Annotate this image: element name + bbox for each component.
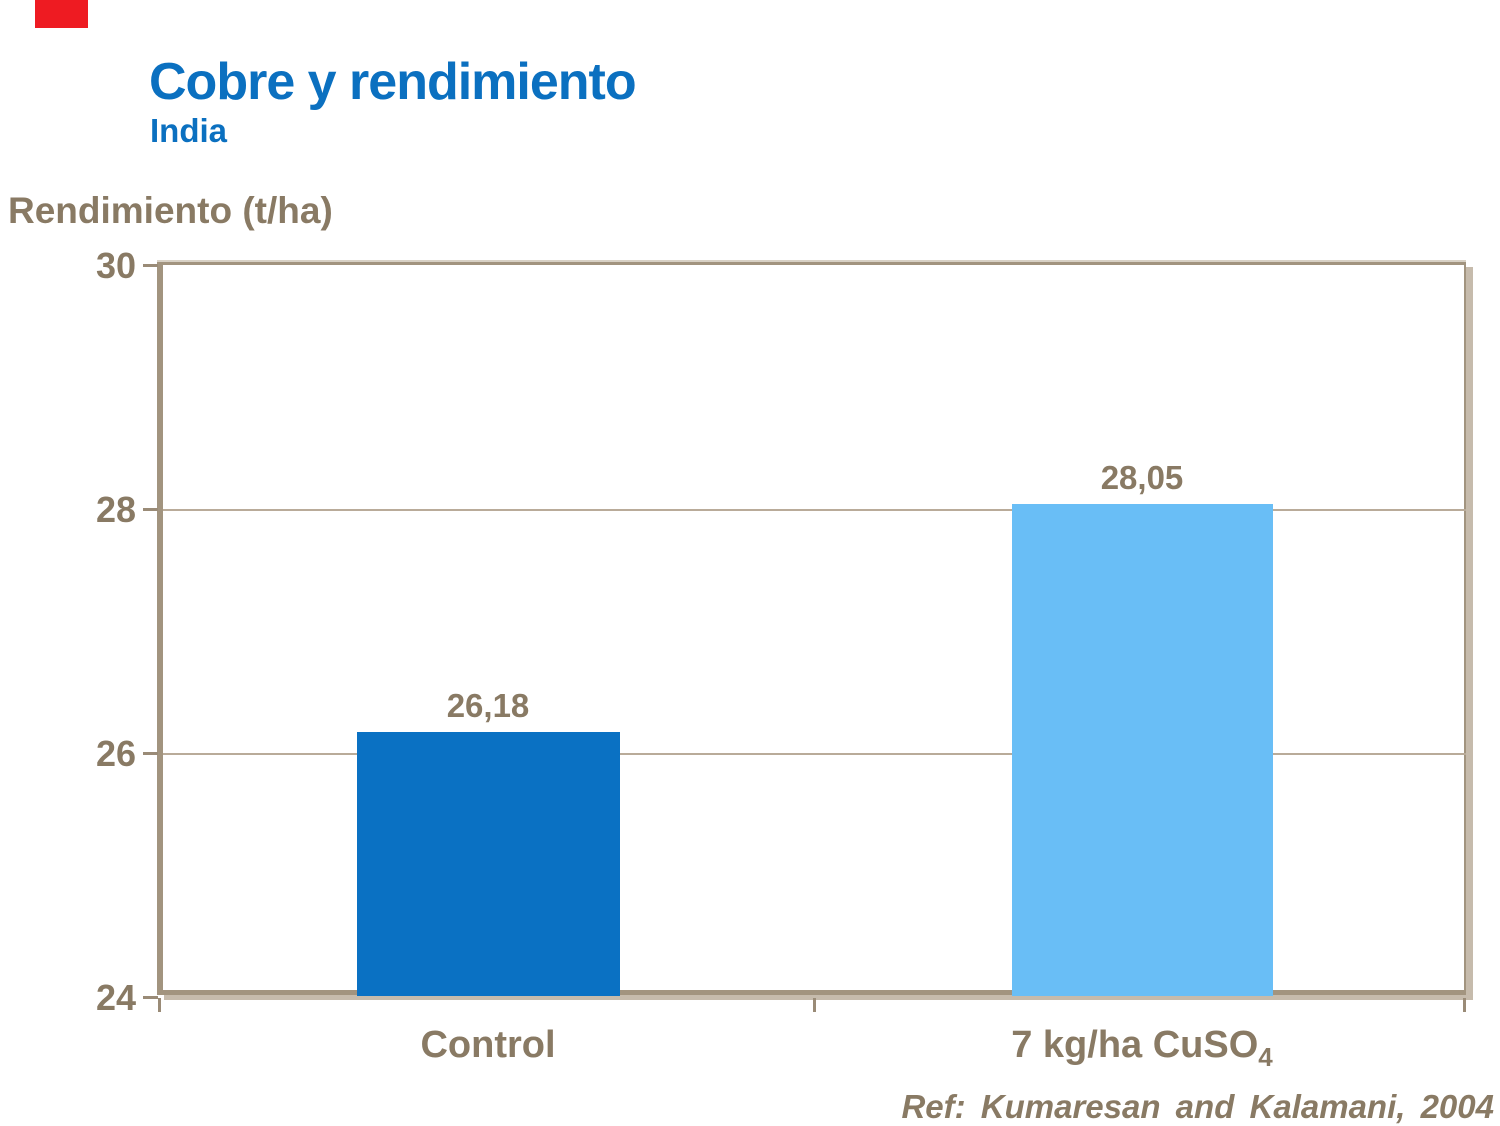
category-label-cuso4-subscript: 4: [1258, 1042, 1273, 1072]
x-axis-tick-right: [1463, 998, 1466, 1012]
gridline-28: [163, 509, 1466, 511]
x-axis-tick-middle: [813, 998, 816, 1012]
x-axis-tick-left: [158, 998, 161, 1012]
y-axis-tick-26: [143, 752, 158, 755]
y-tick-label-24: 24: [95, 977, 136, 1018]
y-tick-label-26: 26: [95, 733, 136, 774]
y-tick-label-28: 28: [95, 489, 136, 530]
category-label-cuso4: 7 kg/ha CuSO4: [892, 1022, 1392, 1070]
value-label-cuso4: 28,05: [1100, 459, 1184, 496]
y-tick-label-30: 30: [95, 245, 136, 286]
value-label-control: 26,18: [446, 687, 530, 724]
slide-title: Cobre y rendimiento: [149, 53, 637, 111]
accent-bar: [35, 0, 88, 28]
reference-citation: Ref: Kumaresan and Kalamani, 2004: [901, 1088, 1494, 1125]
y-axis-tick-28: [143, 508, 158, 511]
category-label-control: Control: [420, 1024, 556, 1066]
y-axis-tick-24: [143, 996, 158, 999]
slide-subtitle: India: [150, 112, 228, 149]
bar-control: [357, 732, 620, 996]
gridline-26: [163, 753, 1466, 755]
y-axis-title: Rendimiento (t/ha): [8, 190, 333, 231]
category-label-cuso4-text: 7 kg/ha CuSO: [1011, 1024, 1259, 1066]
y-axis-tick-30: [143, 264, 158, 267]
bar-cuso4: [1012, 504, 1273, 996]
